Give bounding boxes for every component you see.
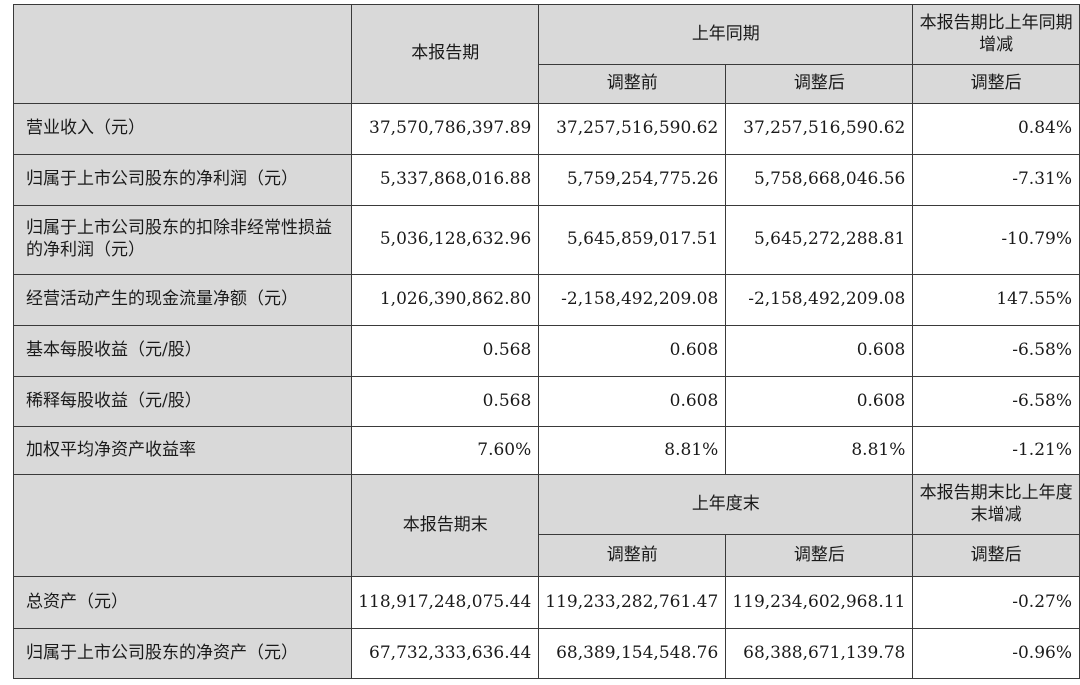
- section1-header-row-1: 本报告期 上年同期 本报告期比上年同期增减: [12, 4, 1080, 104]
- current-value: 5,036,128,632.96: [351, 205, 540, 275]
- row-label: 营业收入（元）: [12, 103, 353, 155]
- section2-header-row-2: 调整前 调整后 调整后: [14, 534, 1080, 577]
- after-value: 0.608: [725, 376, 914, 427]
- table-row: 总资产（元） 118,917,248,075.44 119,233,282,76…: [12, 576, 1080, 629]
- current-value: 37,570,786,397.89: [351, 103, 540, 155]
- before-value: 8.81%: [538, 426, 727, 475]
- change-value: -6.58%: [912, 325, 1080, 377]
- table-row: 归属于上市公司股东的净利润（元） 5,337,868,016.88 5,759,…: [12, 154, 1080, 206]
- row-label: 总资产（元）: [12, 576, 353, 629]
- before-value: 0.608: [538, 376, 727, 427]
- header-change-after-adjustment: 调整后: [912, 64, 1080, 104]
- current-value: 5,337,868,016.88: [351, 154, 540, 206]
- header-after-adjustment: 调整后: [725, 534, 914, 577]
- after-value: 68,388,671,139.78: [725, 628, 914, 679]
- change-value: -1.21%: [912, 426, 1080, 475]
- header-before-adjustment: 调整前: [538, 64, 727, 104]
- header-prior-year-same-period: 上年同期: [538, 4, 914, 65]
- after-value: 37,257,516,590.62: [725, 103, 914, 155]
- change-value: -6.58%: [912, 376, 1080, 427]
- table-row: 基本每股收益（元/股） 0.568 0.608 0.608 -6.58%: [12, 325, 1080, 377]
- header-blank-cell: [12, 474, 353, 577]
- after-value: -2,158,492,209.08: [725, 274, 914, 326]
- financial-summary-table: 本报告期 上年同期 本报告期比上年同期增减 调整前 调整后 调整后 营业收入（元…: [12, 4, 1080, 679]
- header-prior-year-end: 上年度末: [538, 474, 914, 535]
- after-value: 0.608: [725, 325, 914, 377]
- after-value: 119,234,602,968.11: [725, 576, 914, 629]
- before-value: 0.608: [538, 325, 727, 377]
- after-value: 8.81%: [725, 426, 914, 475]
- table-row: 经营活动产生的现金流量净额（元） 1,026,390,862.80 -2,158…: [12, 274, 1080, 326]
- current-value: 0.568: [351, 325, 540, 377]
- before-value: 119,233,282,761.47: [538, 576, 727, 629]
- section1-header-row-2: 调整前 调整后 调整后: [14, 64, 1080, 104]
- change-value: -0.96%: [912, 628, 1080, 679]
- header-change: 本报告期比上年同期增减: [912, 4, 1080, 65]
- change-value: 0.84%: [912, 103, 1080, 155]
- after-value: 5,645,272,288.81: [725, 205, 914, 275]
- header-before-adjustment: 调整前: [538, 534, 727, 577]
- table-row: 稀释每股收益（元/股） 0.568 0.608 0.608 -6.58%: [12, 376, 1080, 427]
- header-blank-cell: [12, 4, 353, 104]
- before-value: 37,257,516,590.62: [538, 103, 727, 155]
- row-label: 加权平均净资产收益率: [12, 426, 353, 475]
- before-value: 5,759,254,775.26: [538, 154, 727, 206]
- current-value: 0.568: [351, 376, 540, 427]
- table-row: 加权平均净资产收益率 7.60% 8.81% 8.81% -1.21%: [12, 426, 1080, 475]
- change-value: -7.31%: [912, 154, 1080, 206]
- before-value: -2,158,492,209.08: [538, 274, 727, 326]
- row-label: 经营活动产生的现金流量净额（元）: [12, 274, 353, 326]
- current-value: 67,732,333,636.44: [351, 628, 540, 679]
- row-label: 稀释每股收益（元/股）: [12, 376, 353, 427]
- row-label: 归属于上市公司股东的净资产（元）: [12, 628, 353, 679]
- table-row: 归属于上市公司股东的扣除非经常性损益的净利润（元） 5,036,128,632.…: [12, 205, 1080, 275]
- change-value: -10.79%: [912, 205, 1080, 275]
- row-label: 归属于上市公司股东的扣除非经常性损益的净利润（元）: [12, 205, 353, 275]
- current-value: 7.60%: [351, 426, 540, 475]
- current-value: 118,917,248,075.44: [351, 576, 540, 629]
- row-label: 基本每股收益（元/股）: [12, 325, 353, 377]
- header-current-period-end: 本报告期末: [351, 474, 540, 577]
- table-row: 归属于上市公司股东的净资产（元） 67,732,333,636.44 68,38…: [12, 628, 1080, 679]
- before-value: 68,389,154,548.76: [538, 628, 727, 679]
- table-row: 营业收入（元） 37,570,786,397.89 37,257,516,590…: [12, 103, 1080, 155]
- current-value: 1,026,390,862.80: [351, 274, 540, 326]
- row-label: 归属于上市公司股东的净利润（元）: [12, 154, 353, 206]
- header-current-period: 本报告期: [351, 4, 540, 104]
- after-value: 5,758,668,046.56: [725, 154, 914, 206]
- before-value: 5,645,859,017.51: [538, 205, 727, 275]
- header-change-after-adjustment: 调整后: [912, 534, 1080, 577]
- change-value: -0.27%: [912, 576, 1080, 629]
- header-change: 本报告期末比上年度末增减: [912, 474, 1080, 535]
- change-value: 147.55%: [912, 274, 1080, 326]
- section2-header-row-1: 本报告期末 上年度末 本报告期末比上年度末增减: [12, 474, 1080, 577]
- header-after-adjustment: 调整后: [725, 64, 914, 104]
